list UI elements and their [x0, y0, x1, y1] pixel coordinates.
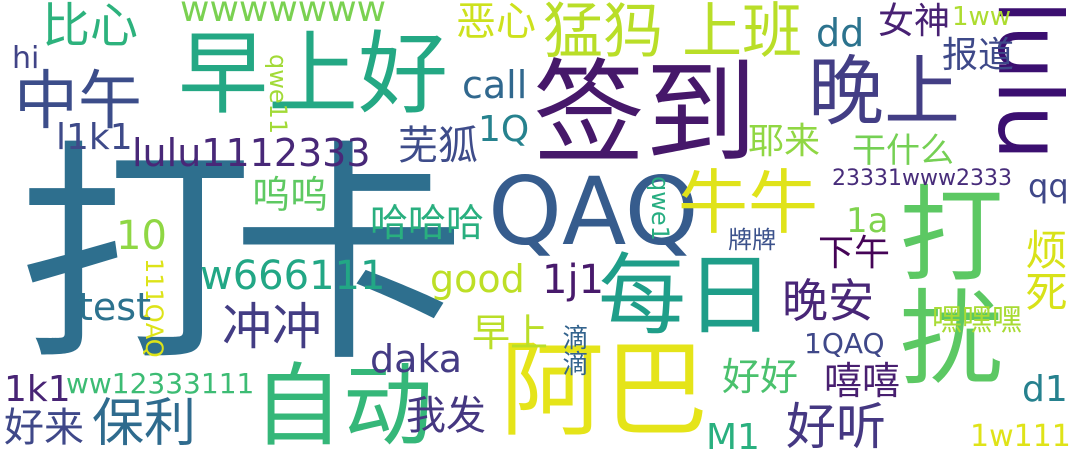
word-1q: 1Q: [478, 109, 530, 150]
word-xiawu: 下午: [818, 233, 891, 274]
word-qwe11: qwe11: [264, 54, 292, 135]
word-wofa: 我发: [406, 393, 486, 439]
word-bixin: 比心: [42, 0, 139, 54]
word-hahaha: 哈哈哈: [370, 201, 485, 245]
word-ww12333111: ww12333111: [66, 367, 255, 400]
word-meiri: 每日: [598, 244, 775, 347]
word-xixi: 嘻嘻: [824, 359, 901, 403]
word-qwe1: qwe1: [646, 176, 674, 241]
word-dd: dd: [816, 11, 865, 55]
word-qiandao: 签到: [533, 49, 757, 179]
word-baodao: 报道: [942, 35, 1015, 76]
word-hi: hi: [12, 41, 40, 76]
word-zidong: 自动: [253, 354, 433, 459]
word-haolai: 好来: [4, 405, 84, 451]
word-didi: 滴滴: [558, 324, 588, 376]
word-wanshang: 晚上: [808, 47, 960, 136]
word-wuhu: 芜狐: [398, 123, 478, 169]
word-1w111: 1w111: [970, 419, 1071, 454]
word-wanan: 晚安: [782, 274, 874, 328]
word-1k1: 1k1: [4, 369, 71, 410]
word-1ww: 1ww: [952, 2, 1012, 32]
word-111qaq: 111QAQ: [140, 258, 168, 358]
word-haohao: 好好: [722, 355, 799, 399]
word-1a: 1a: [846, 201, 889, 241]
word-w666111: w666111: [200, 253, 386, 299]
word-fansi: 烦死: [1019, 228, 1068, 312]
word-chongchong: 冲冲: [222, 298, 322, 356]
word-d1: d1: [1022, 369, 1068, 410]
word-mengma-shangban: 猛犸 上班: [543, 0, 803, 67]
word-zaoshanghao: 早上好: [178, 22, 448, 127]
word-call: call: [462, 63, 528, 107]
word-aba: 阿巴: [500, 329, 709, 451]
word-1qaq: 1QAQ: [804, 327, 885, 360]
word-lulu1112333: lulu1112333: [132, 131, 371, 175]
word-haoting: 好听: [786, 398, 886, 456]
word-exin: 恶心: [456, 0, 536, 45]
word-paipai: 牌牌: [728, 226, 776, 254]
word-wuwu: 呜呜: [252, 173, 329, 217]
word-daka-zh: 打卡: [18, 121, 466, 394]
word-l1k1: l1k1: [56, 117, 133, 158]
word-m1: M1: [706, 417, 760, 458]
word-lulu: lulu: [978, 0, 1080, 161]
word-daka-en: daka: [370, 337, 463, 381]
word-ganshenme: 干什么: [852, 131, 954, 171]
word-heiheihei: 嘿嘿嘿: [932, 303, 1022, 338]
word-test: test: [78, 285, 151, 329]
word-niuniu: 牛牛: [678, 162, 818, 244]
word-qaq: QAQ: [488, 158, 699, 267]
word-qq: qq: [1028, 167, 1069, 205]
word-zaoshang: 早上: [472, 311, 549, 355]
word-10: 10: [116, 213, 167, 259]
word-yelai: 耶来: [748, 121, 821, 162]
word-wwwwwww: wwwwwww: [180, 0, 387, 30]
word-good: good: [430, 257, 525, 301]
word-zhongwu: 中午: [14, 65, 142, 139]
word-darao: 打扰: [881, 180, 1003, 388]
word-23331www2333: 23331www2333: [832, 166, 1012, 191]
word-baoli: 保利: [92, 394, 197, 454]
word-nvshen: 女神: [878, 1, 951, 42]
word-1j1: 1j1: [542, 257, 605, 303]
